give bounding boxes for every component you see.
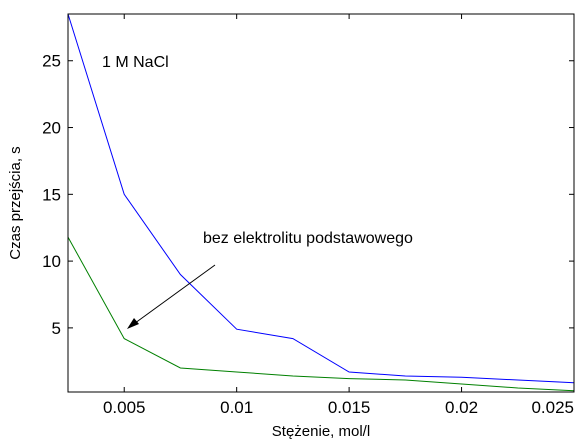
y-axis-label: Czas przejścia, s: [7, 146, 24, 259]
x-tick-label: 0.01: [220, 398, 253, 417]
y-tick-label: 10: [42, 252, 61, 271]
series-line-1: [67, 13, 575, 384]
series-layer: [67, 13, 575, 392]
y-tick-label: 15: [42, 185, 61, 204]
y-tick-label: 25: [42, 52, 61, 71]
annotation-1m-nacl: 1 M NaCl: [102, 54, 169, 71]
y-tick-label: 20: [42, 119, 61, 138]
x-tick-label: 0.025: [531, 398, 574, 417]
plot-frame: [67, 13, 575, 393]
plot-area: [68, 14, 574, 392]
annotation-no-electrolyte: bez elektrolitu podstawowego: [203, 230, 413, 247]
tick-layer: 0.005 0.01 0.015 0.02 0.025 5 10 15 20 25: [42, 14, 575, 417]
x-tick-label: 0.02: [445, 398, 478, 417]
y-tick-label: 5: [52, 319, 61, 338]
series-line-2: [67, 236, 575, 392]
x-tick-label: 0.005: [103, 398, 146, 417]
x-axis-label: Stężenie, mol/l: [272, 423, 370, 439]
x-tick-label: 0.015: [328, 398, 371, 417]
annotation-arrow: [127, 264, 216, 329]
